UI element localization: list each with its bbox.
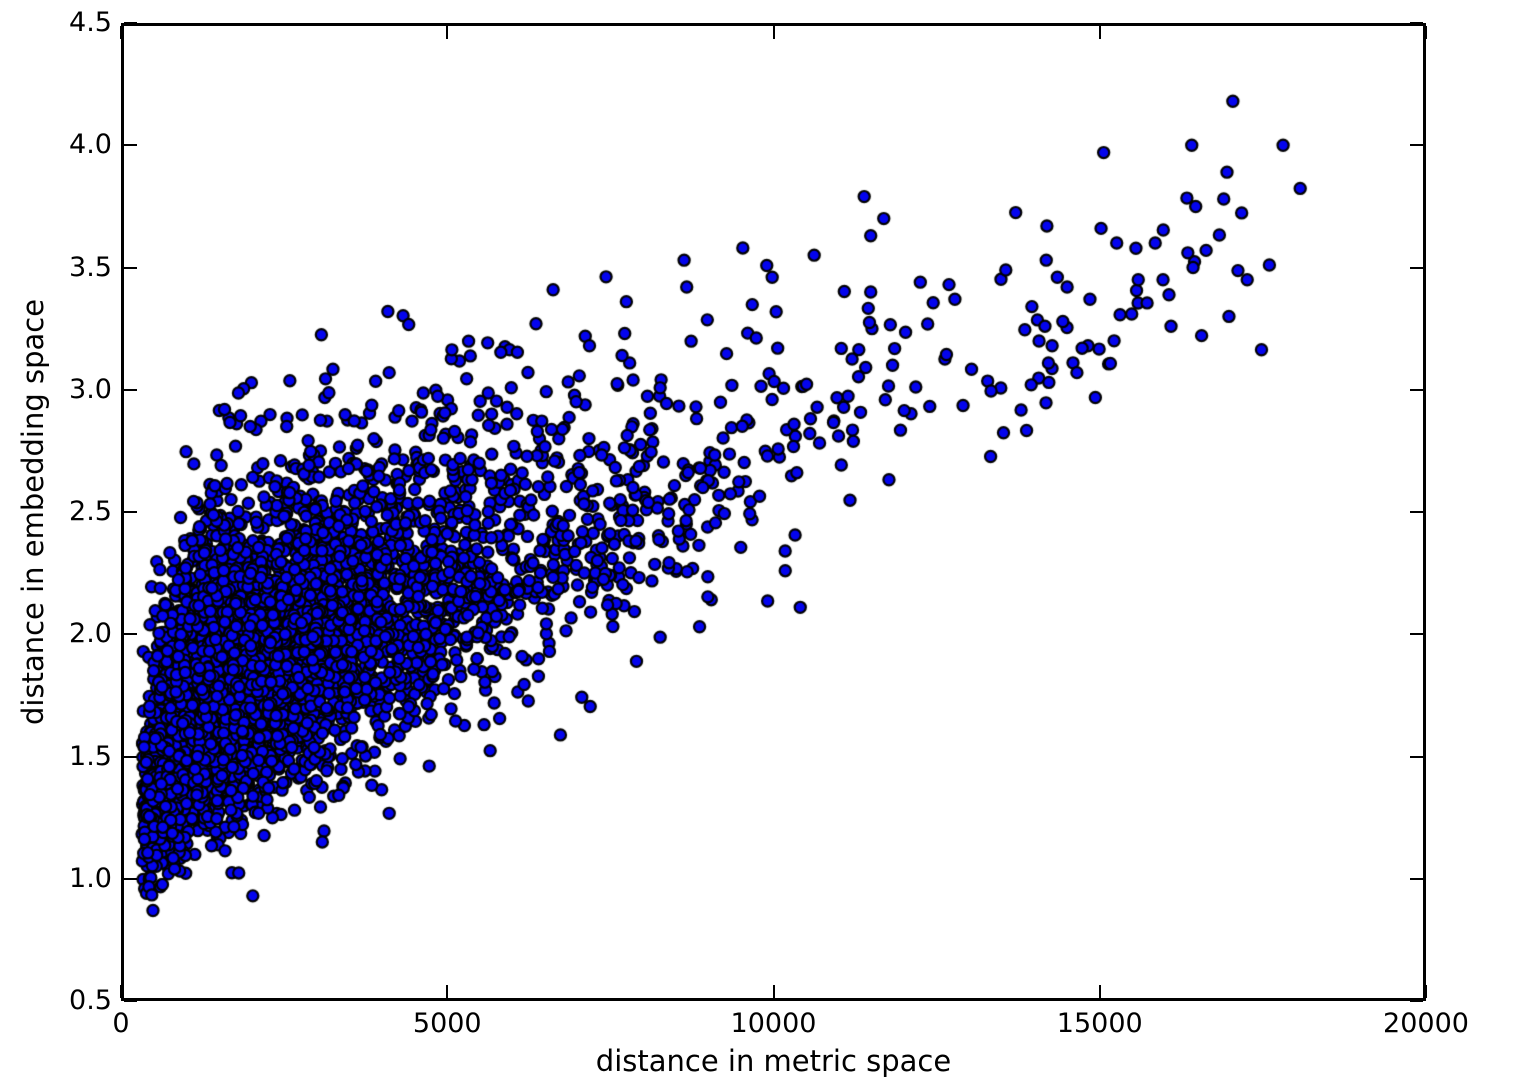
y-tick-label: 2.5: [69, 496, 112, 527]
x-tick-mark-top: [772, 26, 775, 39]
y-tick-mark: [124, 1000, 137, 1002]
x-tick-mark: [1098, 985, 1101, 998]
x-tick-label: 10000: [730, 1008, 817, 1039]
y-axis-label: distance in embedding space: [16, 298, 50, 726]
x-tick-label: 15000: [1056, 1008, 1143, 1039]
x-tick-mark: [772, 985, 775, 998]
y-tick-mark: [124, 877, 137, 880]
x-tick-label: 20000: [1383, 1008, 1469, 1039]
y-tick-label: 3.5: [69, 251, 112, 283]
y-tick-label: 4.0: [69, 129, 112, 161]
y-tick-mark-right: [1410, 511, 1423, 513]
x-tick-mark: [1425, 985, 1427, 998]
x-axis-label: distance in metric space: [595, 1044, 952, 1078]
y-tick-mark: [124, 633, 137, 636]
y-tick-mark-right: [1410, 1000, 1423, 1002]
y-tick-mark: [124, 22, 137, 24]
y-tick-mark-right: [1410, 755, 1423, 758]
y-tick-label: 0.5: [69, 985, 112, 1016]
x-tick-mark-top: [446, 26, 449, 39]
y-tick-mark: [124, 511, 137, 513]
y-tick-mark-right: [1410, 266, 1423, 269]
y-tick-label: 3.0: [69, 373, 112, 405]
y-tick-label: 1.0: [69, 862, 112, 894]
axes-frame: [121, 23, 1426, 1001]
y-tick-label: 1.5: [69, 740, 112, 772]
x-tick-mark: [446, 985, 449, 998]
x-tick-label: 0: [112, 1008, 130, 1039]
y-tick-mark-right: [1410, 877, 1423, 880]
y-tick-mark-right: [1410, 633, 1423, 636]
y-tick-mark: [124, 144, 137, 147]
y-tick-mark: [124, 388, 137, 391]
y-tick-label: 4.5: [69, 7, 112, 38]
y-tick-mark-right: [1410, 388, 1423, 391]
x-tick-mark-top: [120, 26, 122, 39]
x-tick-label: 5000: [412, 1008, 482, 1039]
y-tick-label: 2.0: [69, 618, 112, 650]
y-tick-mark: [124, 755, 137, 758]
y-tick-mark-right: [1410, 144, 1423, 147]
y-tick-mark: [124, 266, 137, 269]
y-tick-mark-right: [1410, 22, 1423, 24]
x-tick-mark-top: [1098, 26, 1101, 39]
x-tick-mark: [120, 985, 122, 998]
x-tick-mark-top: [1425, 26, 1427, 39]
